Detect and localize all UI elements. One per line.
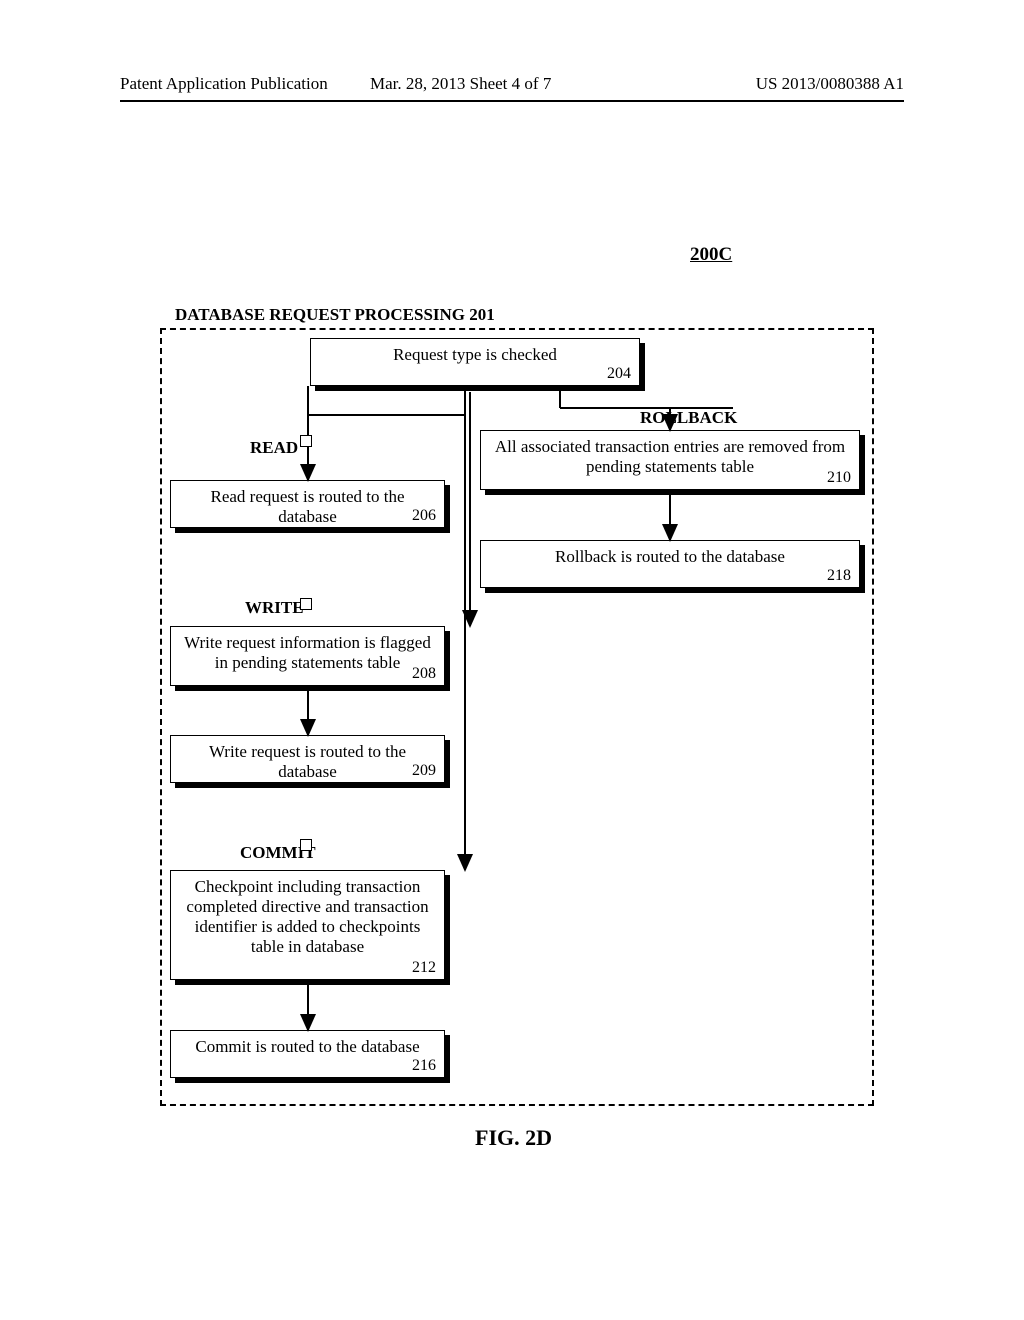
header-left: Patent Application Publication	[120, 74, 328, 94]
box-read: Read request is routed to the database 2…	[170, 480, 445, 528]
box-write-b: Write request is routed to the database …	[170, 735, 445, 783]
box-commit-a-text: Checkpoint including transaction complet…	[186, 877, 428, 956]
box-write-a: Write request information is flagged in …	[170, 626, 445, 686]
branch-rollback: ROLLBACK	[640, 408, 737, 428]
box-rollback-b-num: 218	[827, 567, 851, 585]
branch-read: READ	[250, 438, 298, 458]
box-commit-b: Commit is routed to the database 216	[170, 1030, 445, 1078]
header-right: US 2013/0080388 A1	[756, 74, 904, 94]
box-read-num: 206	[412, 507, 436, 525]
box-commit-b-text: Commit is routed to the database	[195, 1037, 419, 1056]
figure-caption: FIG. 2D	[475, 1125, 552, 1151]
box-write-a-text: Write request information is flagged in …	[184, 633, 431, 672]
box-write-b-num: 209	[412, 762, 436, 780]
header-rule	[120, 100, 904, 102]
header-mid: Mar. 28, 2013 Sheet 4 of 7	[370, 74, 551, 94]
box-commit-a: Checkpoint including transaction complet…	[170, 870, 445, 980]
section-title: DATABASE REQUEST PROCESSING 201	[175, 305, 495, 325]
box-rollback-b: Rollback is routed to the database 218	[480, 540, 860, 588]
figure-id: 200C	[690, 244, 732, 266]
box-rollback-a: All associated transaction entries are r…	[480, 430, 860, 490]
connector-tick	[300, 839, 312, 851]
box-check-text: Request type is checked	[393, 345, 557, 364]
box-rollback-b-text: Rollback is routed to the database	[555, 547, 785, 566]
box-commit-b-num: 216	[412, 1057, 436, 1075]
branch-write: WRITE	[245, 598, 304, 618]
connector-tick	[300, 598, 312, 610]
box-rollback-a-num: 210	[827, 469, 851, 487]
box-check-num: 204	[607, 365, 631, 383]
page: Patent Application Publication Mar. 28, …	[0, 0, 1024, 1320]
connector-tick	[300, 435, 312, 447]
box-write-a-num: 208	[412, 665, 436, 683]
box-rollback-a-text: All associated transaction entries are r…	[495, 437, 845, 476]
box-write-b-text: Write request is routed to the database	[209, 742, 406, 781]
box-commit-a-num: 212	[412, 959, 436, 977]
box-read-text: Read request is routed to the database	[210, 487, 404, 526]
box-check: Request type is checked 204	[310, 338, 640, 386]
